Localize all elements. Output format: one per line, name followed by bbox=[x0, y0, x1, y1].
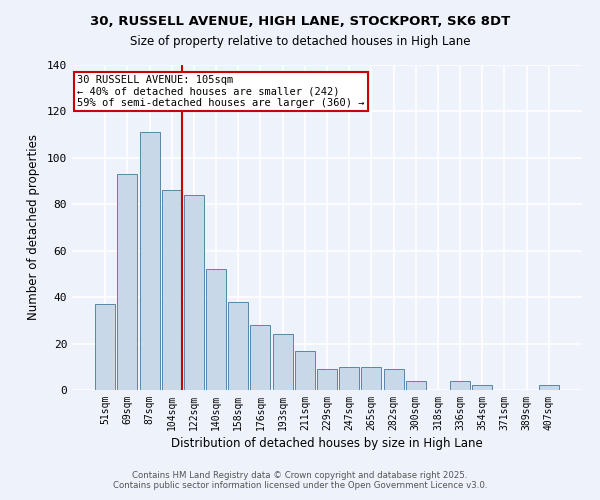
Bar bbox=[250, 325, 271, 390]
Bar bbox=[228, 302, 248, 390]
Y-axis label: Number of detached properties: Number of detached properties bbox=[27, 134, 40, 320]
Text: 30 RUSSELL AVENUE: 105sqm
← 40% of detached houses are smaller (242)
59% of semi: 30 RUSSELL AVENUE: 105sqm ← 40% of detac… bbox=[77, 74, 365, 108]
Text: 30, RUSSELL AVENUE, HIGH LANE, STOCKPORT, SK6 8DT: 30, RUSSELL AVENUE, HIGH LANE, STOCKPORT… bbox=[90, 15, 510, 28]
Bar bbox=[339, 367, 359, 390]
Text: Size of property relative to detached houses in High Lane: Size of property relative to detached ho… bbox=[130, 35, 470, 48]
Bar bbox=[361, 367, 382, 390]
Bar bbox=[472, 386, 492, 390]
Bar bbox=[118, 174, 137, 390]
Bar bbox=[450, 380, 470, 390]
Bar bbox=[295, 350, 315, 390]
Bar bbox=[272, 334, 293, 390]
Bar bbox=[162, 190, 182, 390]
Bar bbox=[406, 380, 426, 390]
Bar bbox=[317, 369, 337, 390]
X-axis label: Distribution of detached houses by size in High Lane: Distribution of detached houses by size … bbox=[171, 437, 483, 450]
Bar bbox=[539, 386, 559, 390]
Bar bbox=[95, 304, 115, 390]
Bar bbox=[206, 270, 226, 390]
Bar bbox=[184, 195, 204, 390]
Text: Contains HM Land Registry data © Crown copyright and database right 2025.
Contai: Contains HM Land Registry data © Crown c… bbox=[113, 470, 487, 490]
Bar bbox=[383, 369, 404, 390]
Bar bbox=[140, 132, 160, 390]
